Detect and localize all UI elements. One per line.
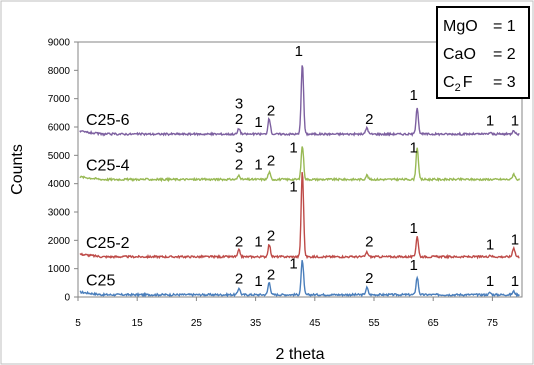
peak-label: 1	[511, 232, 519, 249]
peak-label: 1	[486, 273, 494, 290]
peak-label: 2	[267, 266, 275, 283]
x-tick-label: 55	[368, 318, 380, 329]
peak-label: 2	[267, 103, 275, 120]
y-axis-title: Counts	[9, 144, 26, 195]
x-tick-label: 45	[309, 318, 321, 329]
plot-area-border	[77, 41, 523, 298]
y-tick-label: 0	[64, 293, 70, 304]
y-tick-label: 1000	[48, 264, 71, 275]
series-c25-2	[79, 172, 520, 260]
peak-label: 2	[267, 227, 275, 244]
y-tick-label: 8000	[48, 66, 71, 77]
peak-label: 1	[254, 273, 262, 290]
series-layer	[79, 65, 521, 298]
peak-label: 3	[235, 96, 243, 113]
peak-label: 1	[254, 234, 262, 251]
peak-label: 1	[289, 140, 297, 157]
peak-label: 1	[254, 114, 262, 131]
peak-label: 2	[235, 270, 243, 287]
legend-entry: MgO	[443, 18, 478, 35]
series-line	[79, 260, 520, 298]
peak-label: 1	[511, 113, 519, 130]
legend: MgO = 1 CaO = 2 C2 F = 3	[436, 6, 530, 99]
series-name-label: C25-4	[86, 157, 130, 174]
legend-entry: C2 F	[443, 74, 473, 94]
y-tick-label: 4000	[48, 179, 71, 190]
series-name-label: C25-6	[86, 112, 130, 129]
series-c25-4	[79, 146, 521, 183]
y-tick-label: 2000	[48, 236, 71, 247]
y-tick-label: 9000	[48, 38, 71, 49]
peak-label: 2	[235, 234, 243, 251]
y-tick-label: 5000	[48, 151, 71, 162]
x-axis-title: 2 theta	[276, 346, 325, 363]
series-c25-6	[79, 65, 520, 137]
peak-label: 2	[365, 234, 373, 251]
x-tick-label: 15	[132, 318, 144, 329]
peak-label: 1	[409, 257, 417, 274]
legend-code: = 3	[493, 74, 516, 91]
y-tick-label: 7000	[48, 94, 71, 105]
peak-label: 2	[365, 111, 373, 128]
y-tick-label: 6000	[48, 123, 71, 134]
peak-label: 1	[295, 43, 303, 60]
peak-label: 1	[409, 140, 417, 157]
peak-label: 2	[235, 157, 243, 174]
x-tick-label: 35	[250, 318, 262, 329]
peak-label: 1	[289, 179, 297, 196]
series-name-label: C25	[86, 273, 115, 290]
x-tick-label: 65	[428, 318, 440, 329]
peak-label: 1	[486, 113, 494, 130]
series-line	[79, 65, 520, 137]
peak-label: 2	[235, 111, 243, 128]
x-axis-ticks: 5 15 25 35 45 55 65 75	[75, 297, 498, 329]
series-line	[79, 172, 520, 260]
x-tick-label: 75	[487, 318, 499, 329]
series-name-label: C25-2	[86, 235, 130, 252]
peak-label: 1	[409, 220, 417, 237]
x-tick-label: 5	[75, 318, 81, 329]
legend-code: = 1	[493, 18, 516, 35]
peak-label: 2	[267, 152, 275, 169]
peak-label: 2	[365, 270, 373, 287]
series-line	[79, 146, 521, 183]
peak-label: 1	[254, 157, 262, 174]
peak-label: 3	[235, 140, 243, 157]
legend-box	[436, 6, 530, 99]
x-tick-label: 25	[191, 318, 203, 329]
peak-label: 1	[486, 236, 494, 253]
peak-label: 1	[409, 87, 417, 104]
legend-code: = 2	[493, 46, 516, 63]
plot-frame	[77, 41, 523, 298]
y-tick-label: 3000	[48, 208, 71, 219]
legend-entry: CaO	[443, 46, 476, 63]
peak-label: 1	[511, 273, 519, 290]
series-c25	[79, 260, 520, 298]
peak-label: 1	[289, 256, 297, 273]
y-axis-ticks: 0 1000 2000 3000 4000 5000 6000 7000 8000 9000	[48, 38, 78, 304]
